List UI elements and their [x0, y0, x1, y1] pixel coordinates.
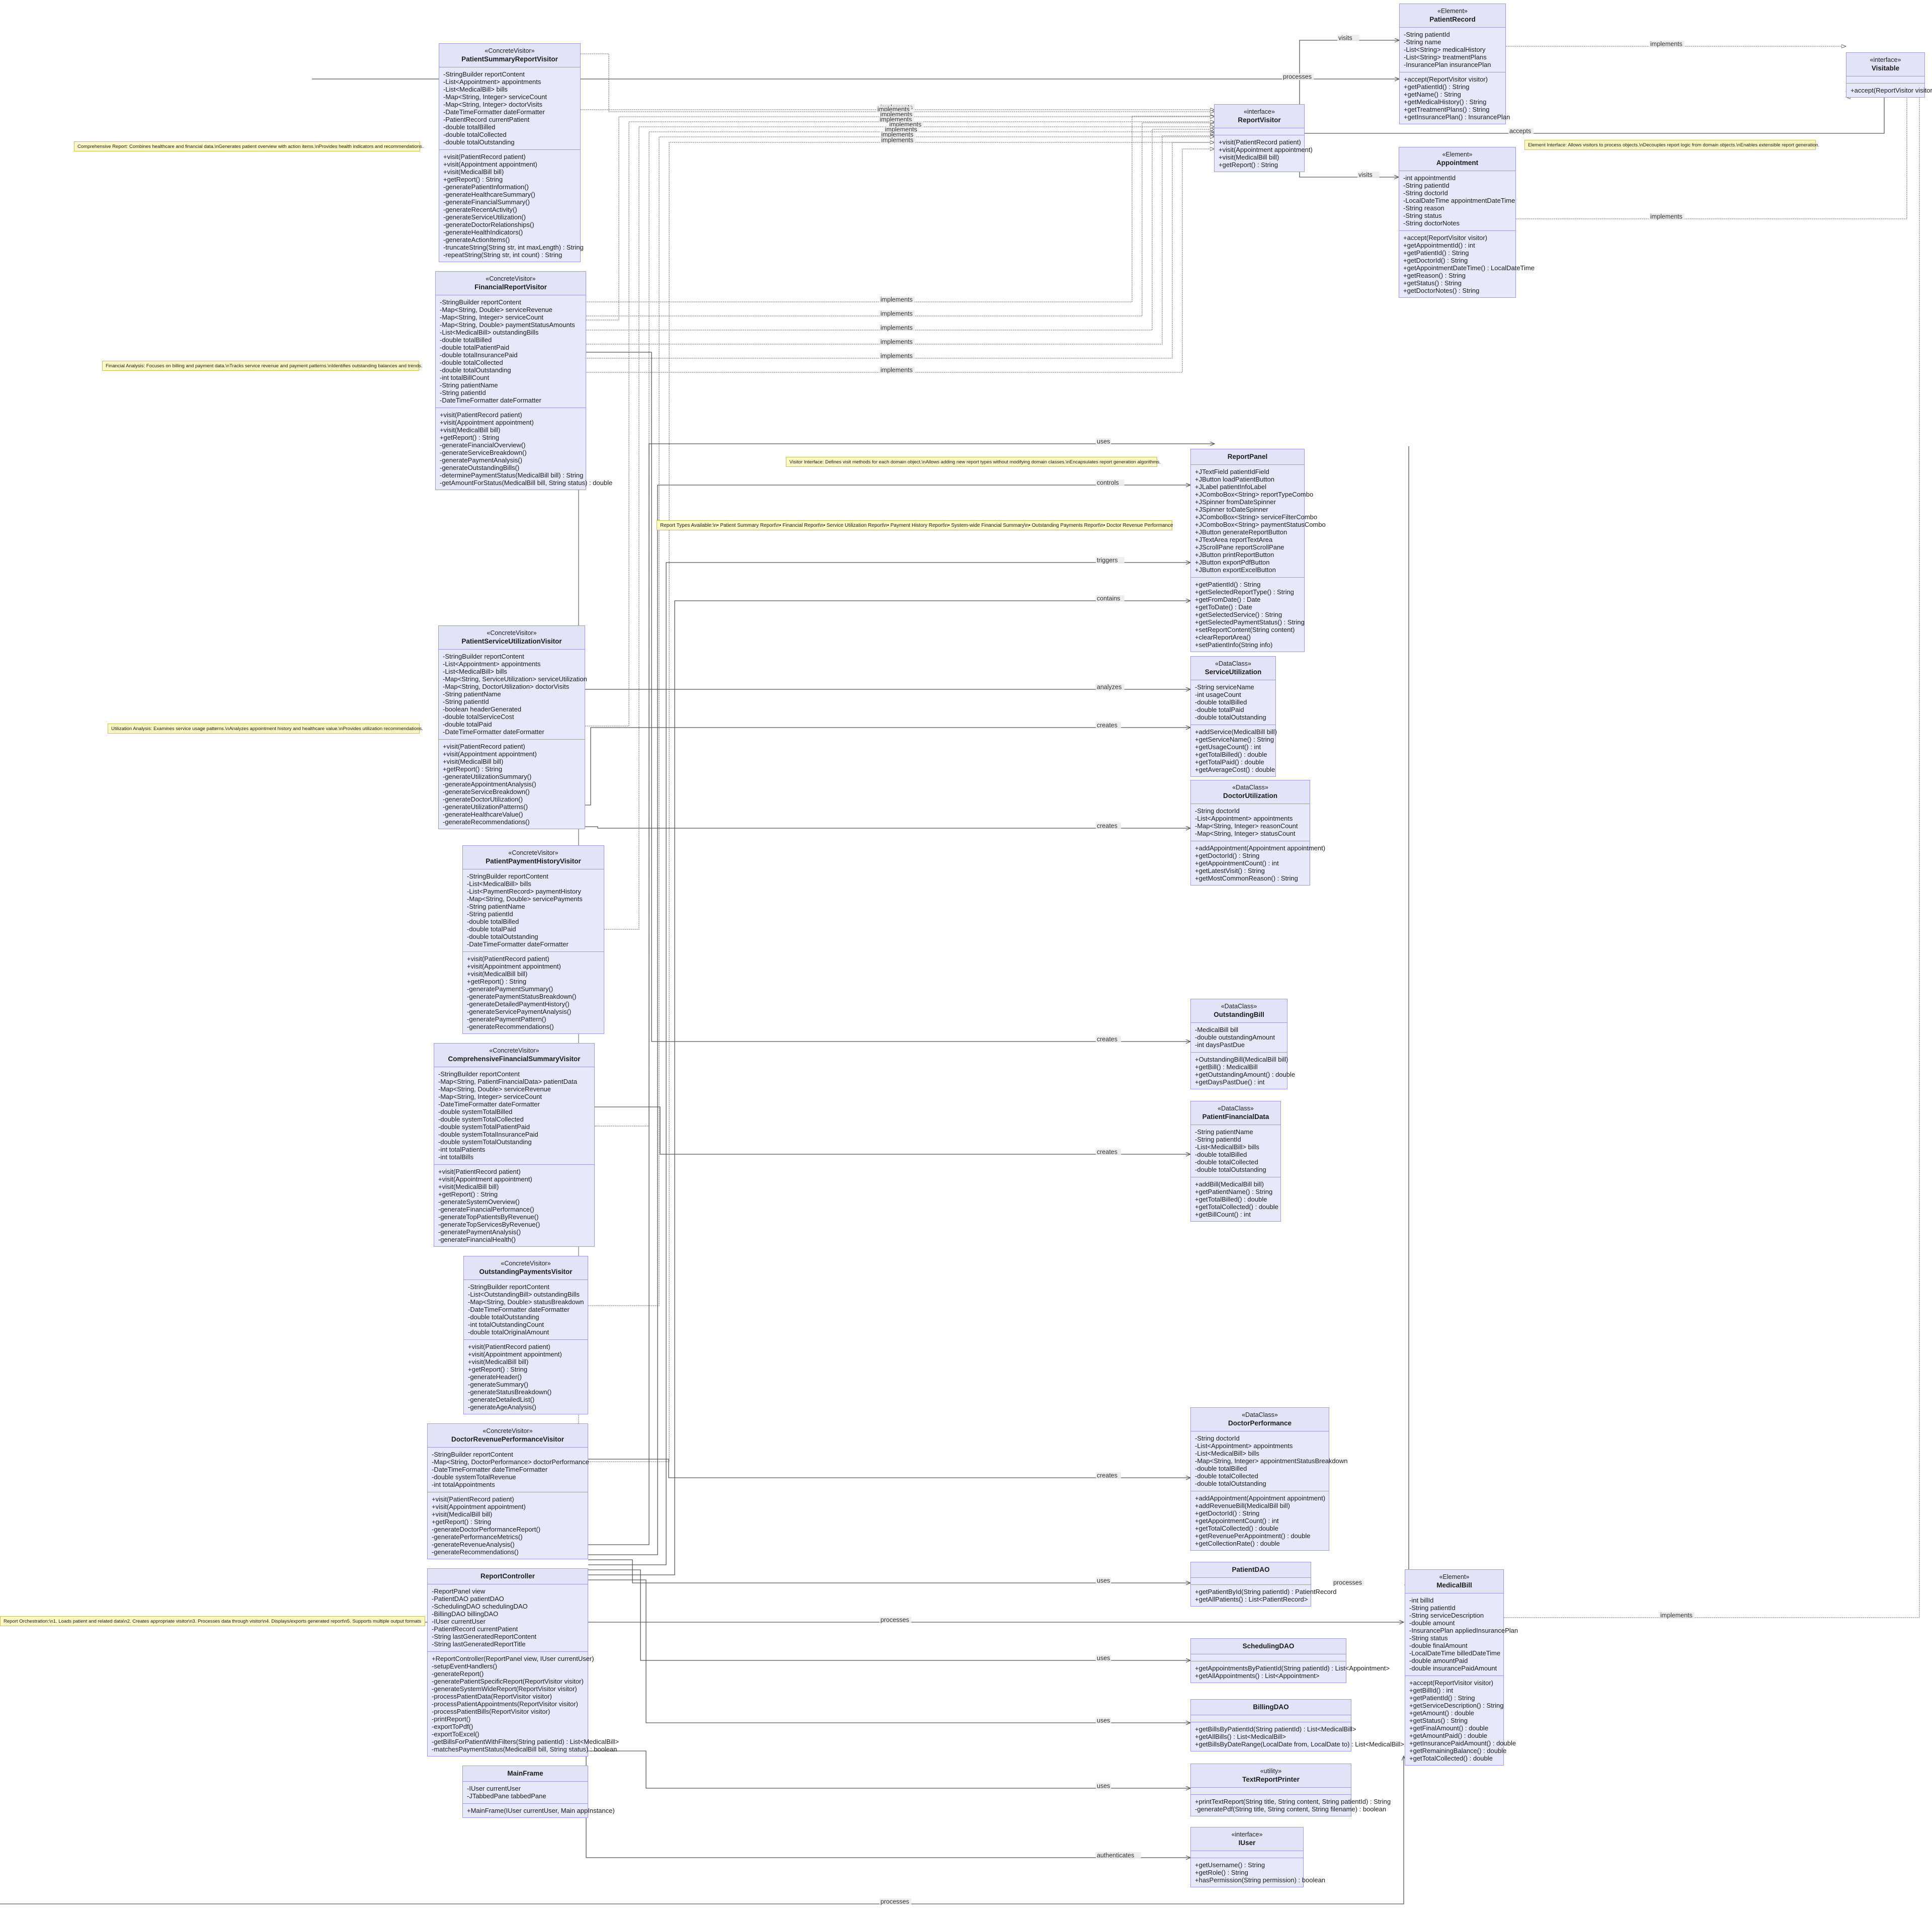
- svg-text:accepts: accepts: [1509, 128, 1531, 135]
- svg-text:processes: processes: [1283, 73, 1312, 81]
- svg-text:uses: uses: [1097, 1655, 1110, 1662]
- svg-text:processes: processes: [880, 1898, 909, 1905]
- svg-text:authenticates: authenticates: [1097, 1852, 1134, 1859]
- svg-text:implements: implements: [880, 353, 913, 360]
- svg-text:implements: implements: [881, 137, 914, 144]
- svg-text:implements: implements: [1660, 1612, 1693, 1619]
- svg-text:uses: uses: [1097, 438, 1110, 445]
- svg-text:creates: creates: [1097, 1472, 1117, 1479]
- svg-text:visits: visits: [1338, 35, 1352, 42]
- svg-text:implements: implements: [880, 310, 913, 317]
- svg-text:visits: visits: [1358, 172, 1373, 179]
- svg-text:creates: creates: [1097, 823, 1117, 830]
- svg-text:creates: creates: [1097, 1036, 1117, 1043]
- svg-text:implements: implements: [1650, 41, 1682, 48]
- svg-text:analyzes: analyzes: [1097, 684, 1121, 691]
- svg-text:implements: implements: [880, 296, 913, 303]
- svg-text:uses: uses: [1097, 1577, 1110, 1584]
- svg-text:implements: implements: [880, 339, 913, 346]
- svg-text:processes: processes: [1333, 1579, 1362, 1586]
- svg-text:implements: implements: [880, 325, 913, 332]
- svg-text:creates: creates: [1097, 1149, 1117, 1156]
- svg-text:creates: creates: [1097, 722, 1117, 729]
- svg-text:triggers: triggers: [1097, 557, 1118, 564]
- svg-text:contains: contains: [1097, 595, 1120, 602]
- svg-text:processes: processes: [880, 1617, 909, 1624]
- svg-text:uses: uses: [1097, 1783, 1110, 1790]
- svg-text:uses: uses: [1097, 1717, 1110, 1724]
- svg-text:implements: implements: [880, 367, 913, 374]
- svg-text:controls: controls: [1097, 480, 1119, 487]
- svg-text:implements: implements: [1650, 213, 1682, 220]
